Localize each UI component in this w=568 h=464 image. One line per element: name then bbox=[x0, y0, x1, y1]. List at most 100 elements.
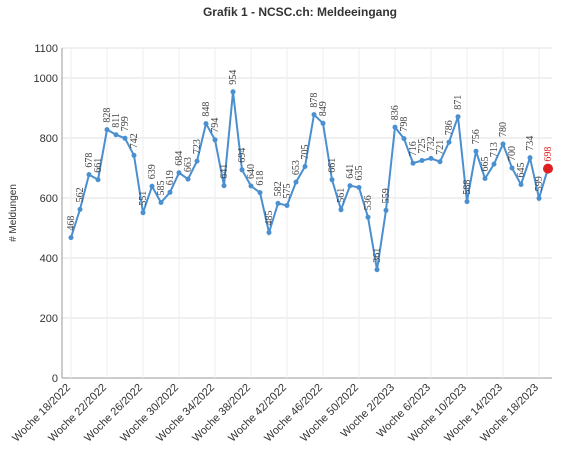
value-label: 799 bbox=[120, 116, 131, 131]
point bbox=[113, 132, 119, 138]
value-label: 684 bbox=[174, 151, 185, 166]
point bbox=[167, 189, 173, 195]
point bbox=[95, 177, 101, 183]
value-label: 954 bbox=[228, 70, 239, 85]
point bbox=[437, 159, 443, 165]
value-label: 723 bbox=[192, 139, 203, 154]
value-label: 588 bbox=[462, 180, 473, 195]
value-label: 640 bbox=[246, 164, 257, 179]
value-label: 485 bbox=[264, 211, 275, 226]
value-label: 725 bbox=[417, 139, 428, 154]
value-label: 536 bbox=[363, 195, 374, 210]
point bbox=[491, 161, 497, 167]
point bbox=[419, 158, 425, 163]
point bbox=[356, 185, 362, 190]
value-label: 698 bbox=[543, 147, 554, 162]
value-label: 780 bbox=[498, 122, 509, 137]
point bbox=[365, 214, 371, 220]
value-label: 653 bbox=[291, 160, 302, 175]
y-tick-label: 0 bbox=[52, 373, 58, 385]
point bbox=[86, 172, 92, 178]
point bbox=[230, 89, 236, 95]
point bbox=[140, 210, 146, 216]
point bbox=[104, 127, 110, 133]
value-label: 639 bbox=[147, 164, 158, 179]
point bbox=[212, 137, 218, 143]
point bbox=[338, 207, 344, 213]
value-label: 713 bbox=[489, 142, 500, 157]
point bbox=[131, 152, 137, 158]
value-label: 848 bbox=[201, 102, 212, 117]
value-label: 716 bbox=[408, 141, 419, 156]
value-label: 665 bbox=[480, 157, 491, 172]
value-label: 599 bbox=[534, 176, 545, 191]
value-label: 468 bbox=[66, 216, 77, 231]
value-label: 575 bbox=[282, 184, 293, 199]
value-label: 678 bbox=[84, 153, 95, 168]
value-label: 756 bbox=[471, 129, 482, 144]
value-label: 705 bbox=[300, 145, 311, 160]
value-label: 798 bbox=[399, 117, 410, 132]
point bbox=[248, 183, 254, 189]
value-label: 645 bbox=[516, 163, 527, 178]
point bbox=[68, 235, 74, 241]
point bbox=[284, 203, 290, 208]
value-label: 585 bbox=[156, 181, 167, 196]
value-label: 878 bbox=[309, 93, 320, 108]
point bbox=[446, 139, 452, 145]
value-label: 811 bbox=[111, 113, 122, 128]
value-label: 786 bbox=[444, 120, 455, 135]
value-label: 849 bbox=[318, 101, 329, 116]
chart-title: Grafik 1 - NCSC.ch: Meldeeingang bbox=[203, 5, 397, 19]
value-label: 619 bbox=[165, 170, 176, 185]
point bbox=[311, 112, 317, 118]
value-label: 661 bbox=[93, 158, 104, 173]
y-tick-label: 1100 bbox=[34, 43, 58, 55]
point bbox=[293, 179, 299, 185]
point bbox=[302, 164, 308, 169]
point bbox=[482, 176, 488, 181]
point bbox=[383, 207, 389, 213]
point bbox=[543, 163, 553, 174]
point bbox=[149, 183, 155, 189]
y-tick-label: 1000 bbox=[34, 73, 58, 85]
point bbox=[536, 195, 542, 201]
point bbox=[239, 167, 245, 173]
y-tick-label: 200 bbox=[40, 313, 58, 325]
y-tick-label: 600 bbox=[40, 193, 58, 205]
point bbox=[527, 155, 533, 161]
value-label: 694 bbox=[237, 148, 248, 163]
value-label: 721 bbox=[435, 140, 446, 155]
point bbox=[428, 155, 434, 161]
value-label: 561 bbox=[336, 188, 347, 203]
value-label: 361 bbox=[372, 248, 383, 263]
point bbox=[221, 183, 227, 189]
point bbox=[410, 160, 416, 166]
y-axis-label: # Meldungen bbox=[8, 184, 19, 242]
point bbox=[266, 230, 272, 235]
value-label: 641 bbox=[219, 164, 230, 179]
value-label: 742 bbox=[129, 133, 140, 148]
point bbox=[518, 182, 524, 187]
value-label: 871 bbox=[453, 95, 464, 110]
point bbox=[509, 165, 515, 171]
point bbox=[347, 183, 353, 189]
value-label: 663 bbox=[183, 157, 194, 172]
value-label: 641 bbox=[345, 164, 356, 179]
point bbox=[401, 136, 407, 142]
point bbox=[185, 176, 191, 182]
point bbox=[275, 200, 281, 206]
value-label: 794 bbox=[210, 118, 221, 133]
line bbox=[70, 91, 549, 270]
y-tick-label: 800 bbox=[40, 133, 58, 145]
value-label: 700 bbox=[507, 146, 518, 161]
value-label: 618 bbox=[255, 171, 266, 186]
point bbox=[77, 206, 83, 212]
value-label: 732 bbox=[426, 136, 437, 151]
point bbox=[122, 135, 128, 141]
point bbox=[203, 121, 209, 127]
point bbox=[500, 141, 506, 147]
point bbox=[464, 199, 470, 205]
y-tick-label: 400 bbox=[40, 253, 58, 265]
